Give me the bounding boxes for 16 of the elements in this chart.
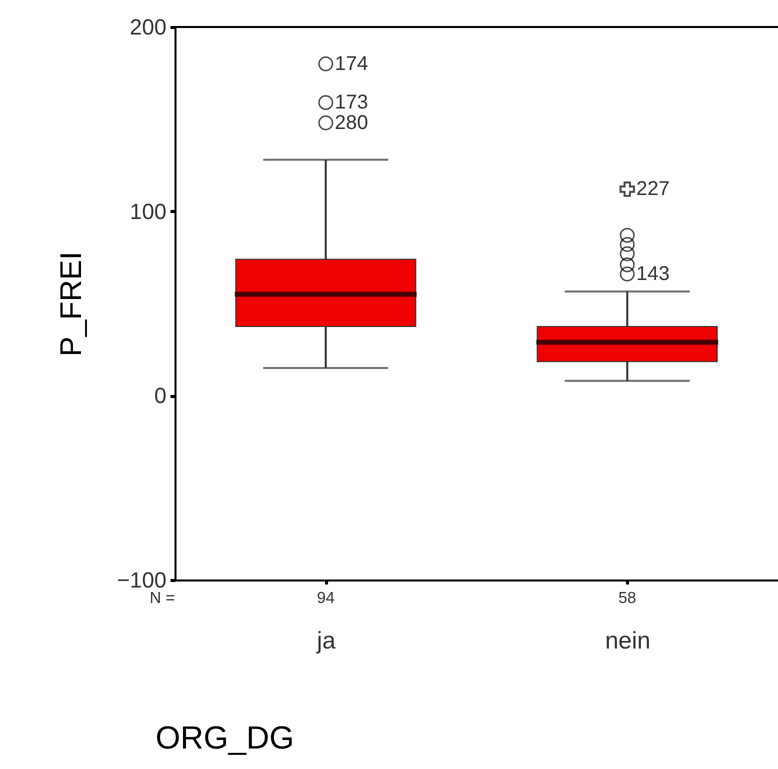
y-tick-label: −100 (116, 568, 166, 592)
annotation: 143 (636, 263, 670, 286)
text: 94 (316, 590, 335, 607)
y-tick-label: 100 (130, 198, 166, 224)
text: N = (150, 590, 175, 607)
annotation: 174 (334, 52, 368, 75)
x-tick-label: ja (316, 628, 336, 654)
y-tick-label: 200 (130, 14, 166, 40)
y-tick-label: 0 (154, 383, 166, 408)
annotation: 173 (334, 92, 368, 114)
text: 58 (618, 590, 636, 607)
x-tick-label: nein (605, 628, 650, 654)
x-axis-title: ORG_DG (156, 720, 294, 756)
y-axis-title: P_FREI (54, 251, 88, 357)
annotation: 227 (636, 178, 670, 200)
annotation: 280 (334, 112, 368, 134)
